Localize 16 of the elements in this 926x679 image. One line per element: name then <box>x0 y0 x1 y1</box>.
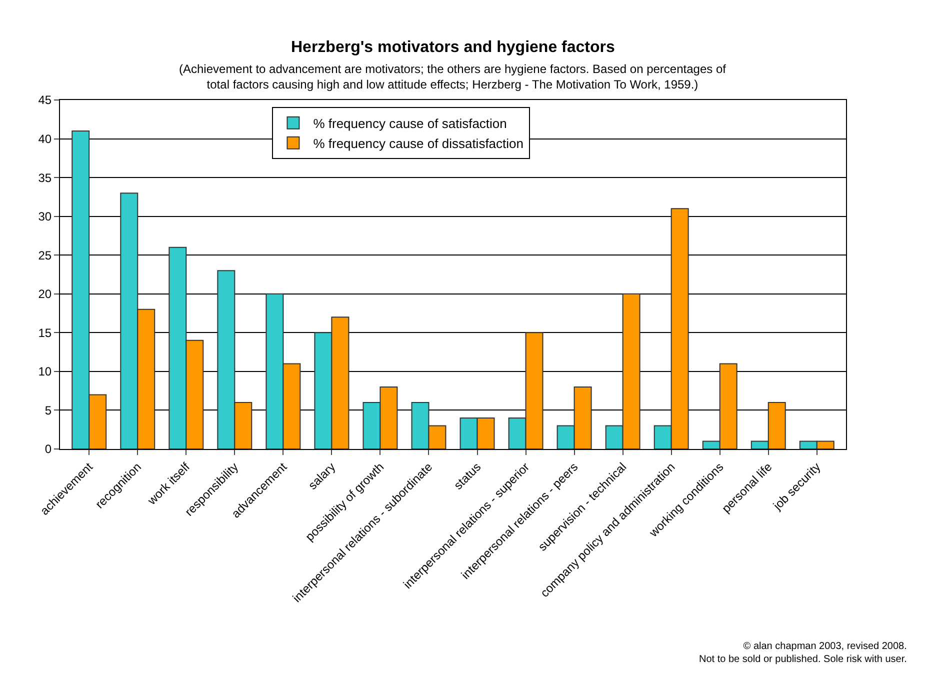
chart-title: Herzberg's motivators and hygiene factors <box>291 39 615 56</box>
legend-label: % frequency cause of dissatisfaction <box>313 136 524 151</box>
y-tick-label: 5 <box>44 403 52 418</box>
text: Not to be sold or published. Sole risk with user. <box>699 654 907 665</box>
y-tick-label: 35 <box>38 170 52 185</box>
y-tick-label: 15 <box>38 326 52 340</box>
legend-label: % frequency cause of satisfaction <box>313 116 507 131</box>
y-tick-label: 30 <box>38 210 52 224</box>
text: © alan chapman 2003, revised 2008. <box>743 641 907 652</box>
y-tick-label: 10 <box>38 364 52 379</box>
chart-subtitle: (Achievement to advancement are motivators; the others are hygiene factors. Based on percentages of total factors causing high and low attitude effects; Herzberg - The Motivation To Work, 1959.) <box>179 62 727 92</box>
y-tick-label: 45 <box>38 93 52 108</box>
y-tick-label: 0 <box>44 442 52 456</box>
y-tick-label: 25 <box>38 248 52 262</box>
y-tick-label: 40 <box>38 132 52 146</box>
y-tick-label: 20 <box>38 287 52 302</box>
